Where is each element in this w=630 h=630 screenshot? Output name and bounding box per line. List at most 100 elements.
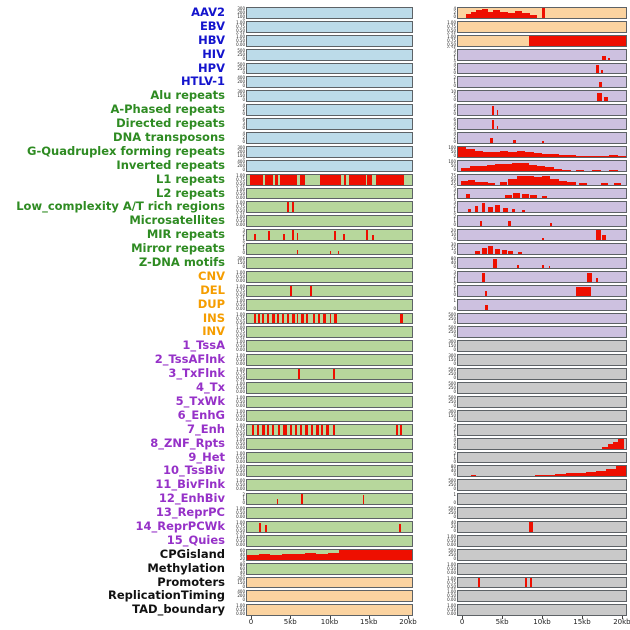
x-tick-mark (290, 616, 292, 620)
track-row: ReplicationTiming 400 200 0 1.00 0.50 0.00 (0, 589, 630, 603)
y-tick-label: 0.00 (236, 416, 245, 422)
column-gap (413, 145, 441, 159)
y-tick-label: 0 (242, 83, 245, 89)
y-tick-label: 100 (448, 144, 456, 150)
data-mark (542, 264, 545, 268)
y-tick-label: 1.00 (236, 325, 245, 331)
data-mark (281, 313, 285, 324)
track-row: DUP 1.00 0.50 0.00 1 0 (0, 297, 630, 312)
data-mark (508, 251, 514, 255)
data-mark (491, 119, 494, 130)
right-plot (457, 187, 627, 200)
y-tick-label: 1.00 (236, 353, 245, 359)
y-axis-ticks: 3210 (441, 200, 457, 214)
data-mark (602, 56, 606, 60)
data-mark (511, 209, 516, 213)
track-row: 6_EnhG 1.00 0.50 0.00 300 150 0 (0, 408, 630, 423)
y-axis-ticks: 3210 (441, 187, 457, 200)
y-tick-label: 1 (453, 55, 456, 61)
y-tick-label: 0 (453, 83, 456, 89)
left-plot (246, 215, 413, 228)
y-tick-label: 0.00 (236, 458, 245, 464)
right-plot (457, 451, 627, 464)
track-label: Methylation (147, 560, 225, 575)
y-tick-label: 0.00 (236, 277, 245, 283)
y-tick-label: 2 (453, 204, 456, 210)
data-mark (365, 230, 368, 241)
y-tick-label: 500 (237, 47, 245, 53)
y-tick-label: 0 (453, 361, 456, 367)
column-gap (413, 589, 441, 603)
data-mark (520, 163, 529, 171)
y-tick-label: 0 (453, 416, 456, 422)
y-tick-label: 0.00 (236, 514, 245, 520)
y-tick-label: 0 (453, 347, 456, 353)
data-mark (488, 207, 494, 213)
y-tick-label: 3 (453, 47, 456, 53)
data-mark (296, 313, 299, 324)
y-axis-ticks: 3210 (441, 423, 457, 436)
x-tick-mark (581, 616, 583, 620)
y-tick-label: 0.00 (236, 472, 245, 478)
y-tick-label: 4 (453, 6, 456, 11)
column-gap (413, 548, 441, 562)
right-plot (457, 201, 627, 214)
y-tick-label: 0 (453, 500, 456, 506)
left-plot (246, 312, 413, 325)
y-tick-label: 0.00 (236, 402, 245, 408)
column-gap (413, 89, 441, 103)
y-tick-label: 20 (240, 574, 245, 575)
data-mark (266, 313, 269, 324)
data-mark (466, 193, 470, 199)
y-tick-label: 100 (237, 152, 245, 158)
track-row: G-Quadruplex forming repeats300200100010… (0, 144, 630, 159)
y-tick-label: 0.50 (236, 357, 245, 363)
y-tick-label: 75 (450, 172, 456, 178)
y-axis-ticks: 500 250 0 (441, 548, 457, 562)
y-axis-ticks: 500 250 0 (230, 62, 246, 76)
y-tick-label: 0.75 (236, 287, 245, 293)
data-mark (395, 424, 398, 435)
y-tick-label: 1.00 (236, 436, 245, 442)
data-mark (253, 313, 256, 324)
data-mark (525, 175, 534, 185)
y-tick-label: 1 (453, 218, 456, 224)
data-mark (339, 550, 412, 560)
left-plot (246, 284, 413, 297)
y-axis-ticks: 1.00 0.50 0.00 (230, 187, 246, 201)
x-axis-row: 0 5kb 10kb 15kb 20kb 0 5kb 10kb 15kb 20kb (0, 616, 630, 629)
track-row: Microsatellites 1.00 0.50 0.00 2 1 0 (0, 213, 630, 228)
right-plot (457, 395, 627, 408)
y-axis-ticks: 500 250 0 (441, 381, 457, 395)
y-axis-ticks: 500 250 0 (441, 312, 457, 326)
data-mark (316, 424, 319, 435)
y-tick-label: 20 (450, 523, 456, 529)
y-axis-ticks: 1.00 0.50 0.00 (230, 451, 246, 465)
y-tick-label: 250 (448, 329, 456, 335)
y-tick-label: 4 (242, 131, 245, 137)
y-tick-label: 0.50 (236, 273, 245, 279)
right-plot (457, 215, 627, 228)
y-tick-label: 0.50 (447, 565, 456, 571)
track-label: Mirror repeats (131, 241, 225, 256)
track-label: EBV (199, 18, 225, 33)
y-tick-label: 0.50 (447, 537, 456, 543)
y-tick-label: 2 (453, 273, 456, 279)
data-mark (535, 475, 546, 477)
data-mark (612, 441, 618, 449)
y-tick-label: 150 (448, 343, 456, 349)
y-tick-label: 300 (237, 6, 245, 11)
data-mark (296, 250, 299, 255)
y-tick-label: 0.50 (236, 385, 245, 391)
left-plot (246, 604, 413, 617)
data-mark (489, 138, 494, 143)
column-gap (413, 520, 441, 534)
track-rows-container: AAV23002001000420EBV1.000.750.500.250.00… (0, 5, 630, 617)
data-mark (286, 313, 289, 324)
y-tick-label: 1.00 (236, 33, 245, 39)
column-gap (413, 367, 441, 381)
column-gap (413, 339, 441, 353)
